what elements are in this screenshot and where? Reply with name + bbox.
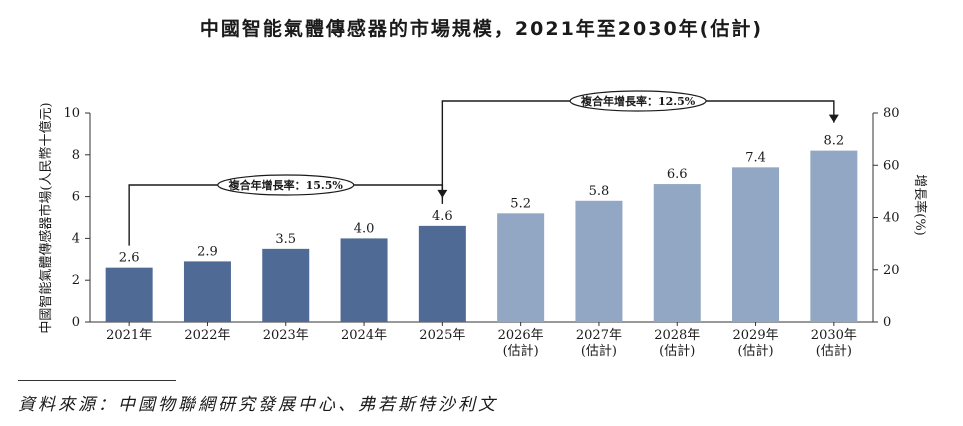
bar-value-label: 7.4 xyxy=(745,150,766,165)
bar-value-label: 4.0 xyxy=(354,221,375,236)
x-tick-label: (估計) xyxy=(659,343,695,359)
bar xyxy=(418,225,466,322)
bar-value-label: 3.5 xyxy=(275,232,296,247)
cagr-annotations: 複合年增長率：15.5% 複合年增長率：12.5% xyxy=(128,90,839,246)
y-tick-label: 0 xyxy=(72,315,80,330)
y2-tick-label: 40 xyxy=(883,211,900,226)
x-tick-label: 2023年 xyxy=(263,328,309,343)
x-tick-label: 2029年 xyxy=(733,328,779,343)
bar-value-label: 6.6 xyxy=(667,167,688,182)
y2-tick-label: 20 xyxy=(883,263,900,278)
bar xyxy=(732,167,780,322)
x-tick-label: 2025年 xyxy=(419,328,465,343)
bar xyxy=(810,150,858,322)
x-tick-label: 2026年 xyxy=(498,328,544,343)
source-note: 資料來源：中國物聯網研究發展中心、弗若斯特沙利文 xyxy=(18,395,498,415)
y-tick-label: 4 xyxy=(72,231,80,246)
y2-tick-label: 60 xyxy=(883,158,900,173)
x-tick-label: 2030年 xyxy=(811,328,857,343)
cagr-label-oval xyxy=(569,90,707,112)
source-divider xyxy=(18,380,176,381)
x-tick-label: 2022年 xyxy=(184,328,230,343)
bar-value-label: 8.2 xyxy=(824,134,845,149)
bar-value-label: 5.2 xyxy=(510,196,531,211)
bar-value-label: 4.6 xyxy=(432,209,453,224)
bar xyxy=(497,213,545,322)
cagr-arrowhead xyxy=(828,114,839,123)
y-axis-label: 中國智能氣體傳感器市場(人民幣十億元) xyxy=(38,102,54,333)
x-tick-label: 2021年 xyxy=(106,328,152,343)
y-tick-label: 8 xyxy=(72,148,80,163)
chart-title: 中國智能氣體傳感器的市場規模，2021年至2030年(估計) xyxy=(199,18,764,40)
y2-tick-label: 0 xyxy=(883,315,891,330)
y-tick-label: 2 xyxy=(72,273,80,288)
y2-tick-label: 80 xyxy=(883,106,900,121)
x-tick-label: 2027年 xyxy=(576,328,622,343)
x-tick-label: 2024年 xyxy=(341,328,387,343)
bar xyxy=(183,261,231,322)
cagr-label-oval xyxy=(217,174,355,196)
bar xyxy=(575,200,623,322)
bar xyxy=(105,267,153,322)
x-tick-label: (估計) xyxy=(737,343,773,359)
x-tick-label: (估計) xyxy=(581,343,617,359)
x-tick-label: (估計) xyxy=(816,343,852,359)
cagr-label: 複合年增長率：15.5% xyxy=(228,178,344,192)
bar-value-label: 2.9 xyxy=(197,244,218,259)
bar xyxy=(262,248,310,322)
y-tick-label: 6 xyxy=(72,190,80,205)
y2-axis-label: 增長率(%) xyxy=(912,174,928,236)
x-tick-label: 2028年 xyxy=(654,328,700,343)
y-tick-label: 10 xyxy=(63,106,80,121)
x-tick-label: (估計) xyxy=(503,343,539,359)
bar xyxy=(340,238,388,322)
bar-value-label: 5.8 xyxy=(589,184,610,199)
bar-series: 2.6 2021年 2.9 2022年 3.5 2023年 4.0 2024年 4.6 2025年… xyxy=(105,134,858,359)
bar xyxy=(653,184,701,322)
bar-value-label: 2.6 xyxy=(119,251,140,266)
cagr-label: 複合年增長率：12.5% xyxy=(580,94,696,108)
